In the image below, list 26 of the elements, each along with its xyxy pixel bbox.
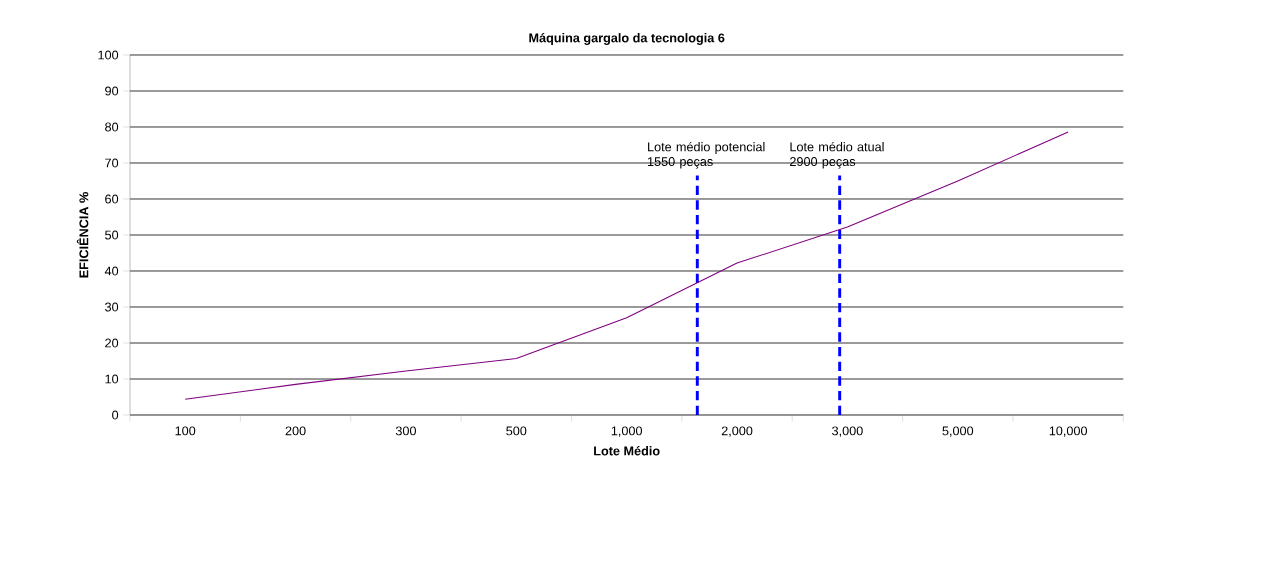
- x-tick-label: 300: [395, 426, 416, 436]
- y-tick-label: 20: [105, 338, 119, 348]
- x-tick-label: 200: [285, 426, 306, 436]
- y-tick-label: 10: [105, 374, 119, 384]
- annotation: Lote médio atual 2900 peças: [790, 141, 884, 169]
- x-tick-label: 500: [506, 426, 527, 436]
- y-tick-label: 60: [105, 194, 119, 204]
- annotation: Lote médio potencial 1550 peças: [648, 141, 765, 169]
- y-tick-label: 70: [105, 158, 119, 168]
- x-tick-label: 2,000: [721, 426, 753, 437]
- y-tick-label: 40: [104, 266, 119, 276]
- x-tick-label: 3,000: [832, 426, 863, 437]
- chart-title: Máquina gargalo da tecnologia 6: [529, 32, 725, 45]
- x-tick-label: 5,000: [942, 426, 974, 437]
- x-tick-label: 100: [175, 426, 196, 436]
- y-tick-label: 0: [112, 410, 119, 420]
- x-tick-label: 1,000: [611, 426, 643, 437]
- y-tick-label: 90: [105, 86, 119, 96]
- y-tick-label: 100: [98, 50, 119, 60]
- x-axis-title: Lote Médio: [594, 446, 660, 456]
- y-axis-title: EFICIÊNCIA %: [76, 192, 89, 278]
- y-tick-label: 80: [105, 122, 119, 132]
- y-tick-label: 30: [105, 302, 119, 312]
- y-tick-label: 50: [105, 230, 119, 240]
- line-series: [184, 131, 1069, 400]
- x-tick-label: 10,000: [1049, 426, 1088, 437]
